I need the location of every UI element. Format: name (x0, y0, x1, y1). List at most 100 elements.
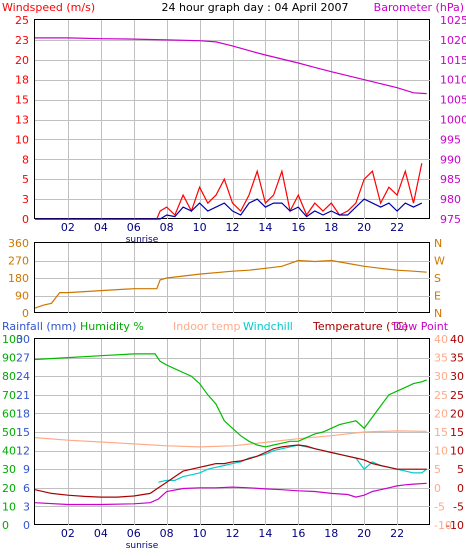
indoor-temp-tick-label: 10 (434, 445, 448, 458)
temp-x-tick-label: 14 (258, 527, 272, 540)
wind-x-tick-label: 06 (127, 221, 141, 234)
windspeed-tick-label: 25 (15, 14, 29, 27)
wind-x-tick-label: 08 (160, 221, 174, 234)
barometer-tick-label: 1025 (440, 14, 466, 27)
barometer-tick-label: 995 (440, 133, 461, 146)
indoor-temp-tick-label: 40 (434, 333, 448, 346)
temperature-tick-label: 40 (450, 333, 464, 346)
direction-tick-label: 90 (15, 290, 29, 303)
wind-x-tick-label: 02 (61, 221, 75, 234)
barometer-tick-label: 1010 (440, 74, 466, 87)
direction-tick-label: 0 (22, 307, 29, 320)
humidity-line (34, 353, 427, 448)
temp-x-tick-label: 02 (61, 527, 75, 540)
compass-label: N (434, 237, 442, 250)
wind-panel-frame (34, 19, 430, 219)
temperature-tick-label: -5 (453, 500, 464, 513)
indoor-temp-tick-label: 15 (434, 426, 448, 439)
indoor-temp-tick-label: 30 (434, 370, 448, 383)
windspeed-tick-label: 8 (22, 153, 29, 166)
legend-windchill: Windchill (243, 320, 293, 333)
compass-label: S (434, 272, 441, 285)
barometer-tick-label: 990 (440, 153, 461, 166)
wind-direction-line (34, 259, 427, 309)
dew-point-line (34, 482, 427, 506)
rainfall-tick-label: 21 (16, 389, 30, 402)
windspeed-line (35, 163, 423, 220)
indoor-temp-tick-label: 25 (434, 389, 448, 402)
windspeed-tick-label: 20 (15, 54, 29, 67)
indoor-temp-tick-label: 20 (434, 407, 448, 420)
humidity-tick-label: 60 (2, 407, 16, 420)
barometer-tick-label: 980 (440, 193, 461, 206)
barometer-tick-label: 1005 (440, 94, 466, 107)
temperature-tick-label: 10 (450, 445, 464, 458)
indoor-temp-tick-label: 0 (434, 482, 441, 495)
temperature-tick-label: 35 (450, 352, 464, 365)
temp-x-tick-label: 22 (390, 527, 404, 540)
wind-x-tick-label: 18 (324, 221, 338, 234)
legend-indoor-temp: Indoor temp (173, 320, 240, 333)
rainfall-tick-label: 3 (23, 500, 30, 513)
indoor-temp-tick-label: -5 (434, 500, 445, 513)
temp-x-tick-label: 08 (160, 527, 174, 540)
windspeed-tick-label: 0 (22, 213, 29, 226)
temp-x-tick-label: 06 (127, 527, 141, 540)
direction-tick-label: 360 (8, 237, 29, 250)
temp-x-tick-label: 16 (291, 527, 305, 540)
temp-x-tick-label: 10 (193, 527, 207, 540)
windspeed-tick-label: 15 (15, 94, 29, 107)
temperature-tick-label: 25 (450, 389, 464, 402)
humidity-tick-label: 30 (2, 463, 16, 476)
wind-x-tick-label: 10 (193, 221, 207, 234)
rainfall-tick-label: 30 (16, 333, 30, 346)
temperature-tick-label: 5 (457, 463, 464, 476)
barometer-line (35, 37, 427, 95)
rainfall-tick-label: 15 (16, 426, 30, 439)
temp-x-tick-label: 20 (357, 527, 371, 540)
temperature-tick-label: 20 (450, 407, 464, 420)
graph-title: 24 hour graph day : 04 April 2007 (162, 1, 349, 14)
direction-panel-frame (34, 242, 430, 313)
rainfall-tick-label: 6 (23, 482, 30, 495)
wind-x-tick-label: 04 (94, 221, 108, 234)
rainfall-tick-label: 18 (16, 407, 30, 420)
temp-x-tick-label-sunrise: sunrise (126, 541, 159, 551)
temp-x-tick-label: 12 (226, 527, 240, 540)
temperature-line (34, 444, 427, 498)
barometer-axis-title: Barometer (hPa) (374, 1, 464, 14)
legend-humidity: Humidity % (80, 320, 144, 333)
humidity-tick-label: 70 (2, 389, 16, 402)
humidity-tick-label: 100 (2, 333, 23, 346)
barometer-tick-label: 1020 (440, 34, 466, 47)
wind-gust-line (35, 198, 423, 220)
indoor-temp-tick-label: 35 (434, 352, 448, 365)
windspeed-tick-label: 3 (22, 193, 29, 206)
legend-dew-point: Dew Point (393, 320, 449, 333)
temp-x-tick-label: 04 (94, 527, 108, 540)
windspeed-axis-title: Windspeed (m/s) (2, 1, 95, 14)
windspeed-tick-label: 23 (15, 34, 29, 47)
rainfall-tick-label: 9 (23, 463, 30, 476)
temperature-tick-label: -10 (446, 519, 464, 532)
humidity-tick-label: 10 (2, 500, 16, 513)
wind-x-tick-label: 22 (390, 221, 404, 234)
rainfall-tick-label: 27 (16, 352, 30, 365)
legend-rainfall: Rainfall (mm) (2, 320, 76, 333)
compass-label: W (434, 255, 445, 268)
barometer-tick-label: 985 (440, 173, 461, 186)
compass-label: E (434, 290, 441, 303)
rainfall-tick-label: 12 (16, 445, 30, 458)
temperature-tick-label: 15 (450, 426, 464, 439)
barometer-tick-label: 975 (440, 213, 461, 226)
indoor-temp-line (34, 430, 427, 448)
wind-x-tick-label: 14 (258, 221, 272, 234)
wind-x-tick-label-sunrise: sunrise (126, 235, 159, 245)
legend-temperature: Temperature (°C) (312, 320, 408, 333)
windspeed-tick-label: 13 (15, 114, 29, 127)
wind-x-tick-label: 12 (226, 221, 240, 234)
temperature-tick-label: 0 (457, 482, 464, 495)
barometer-tick-label: 1015 (440, 54, 466, 67)
indoor-temp-tick-label: -10 (434, 519, 452, 532)
